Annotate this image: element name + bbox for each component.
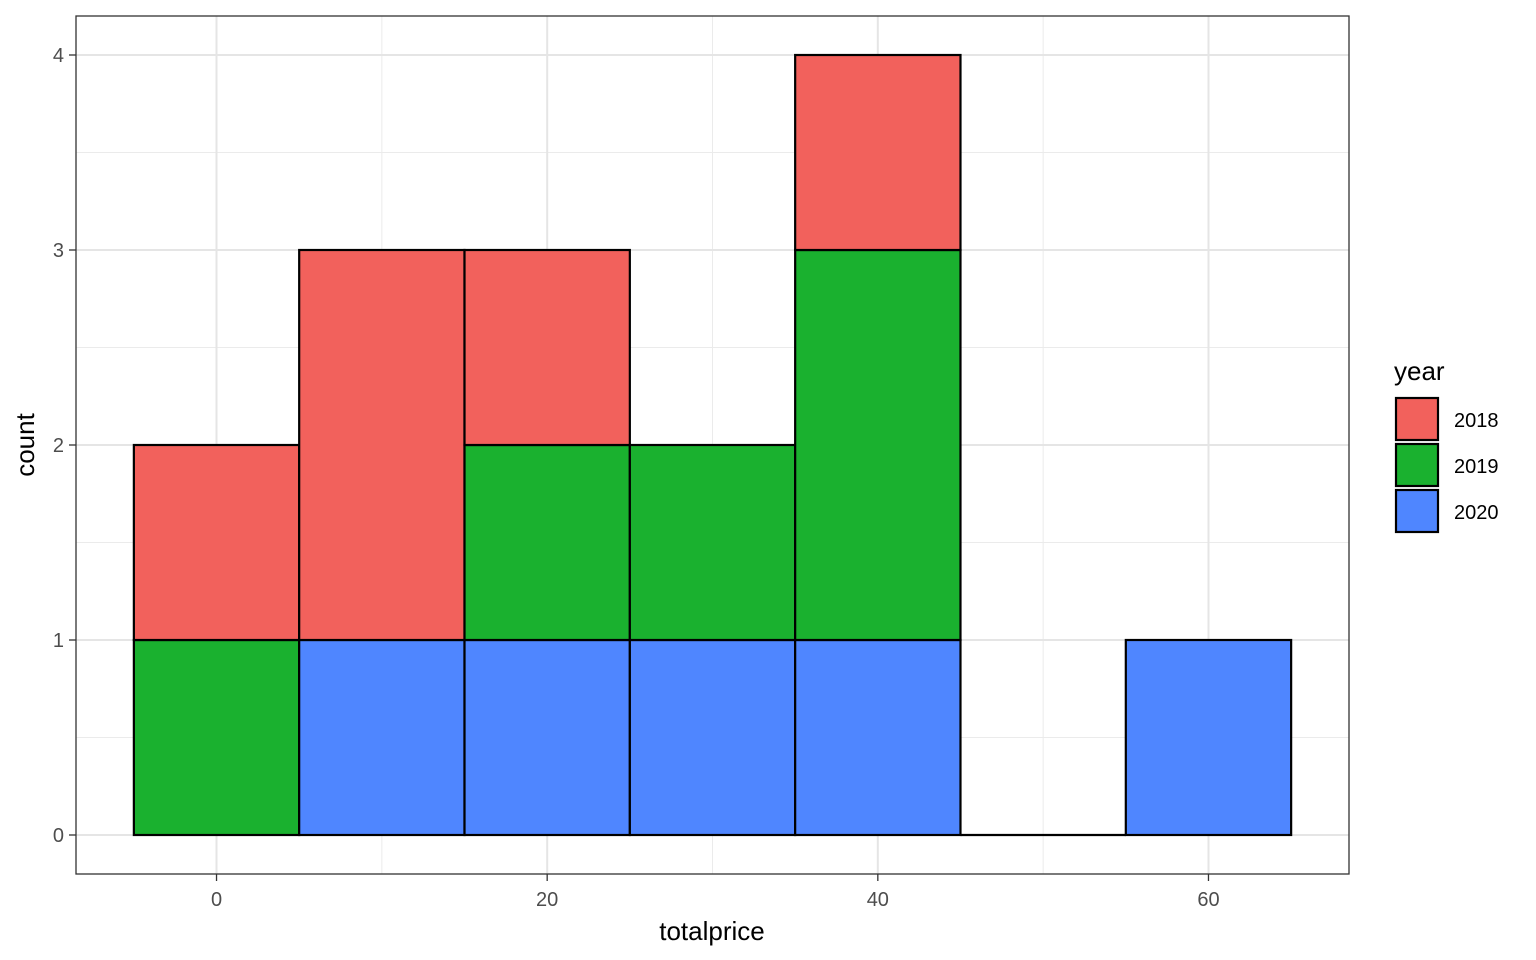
y-tick-label: 4 [53, 45, 64, 67]
bar-segment-2018 [298, 248, 466, 642]
bar-segment-2020 [628, 638, 797, 837]
legend-label-2020: 2020 [1454, 502, 1499, 524]
legend: year 2018 2019 2020 [1394, 356, 1499, 534]
legend-label-2018: 2018 [1454, 410, 1499, 432]
bar-segment-2020 [794, 638, 962, 837]
bar-segment-2018 [132, 443, 301, 642]
x-axis: 0 20 40 60 [211, 874, 1220, 911]
bar-segment-2018 [794, 53, 962, 252]
x-tick-label: 20 [536, 889, 558, 911]
bar-segment-2020 [463, 638, 631, 837]
legend-key-2018 [1394, 396, 1440, 442]
x-tick-label: 0 [211, 889, 222, 911]
bar-segment-2019 [463, 443, 631, 642]
y-tick-label: 1 [53, 630, 64, 652]
legend-title: year [1394, 356, 1445, 386]
y-axis: 0 1 2 3 4 [53, 45, 76, 847]
bars [132, 53, 1293, 837]
y-tick-label: 2 [53, 435, 64, 457]
y-tick-label: 3 [53, 240, 64, 262]
y-tick-label: 0 [53, 825, 64, 847]
bar-segment-2018 [463, 248, 631, 447]
x-tick-label: 60 [1197, 889, 1219, 911]
bar-segment-2019 [132, 638, 301, 837]
bar-segment-2019 [794, 248, 962, 642]
x-tick-label: 40 [867, 889, 889, 911]
x-axis-title: totalprice [659, 916, 765, 946]
bar-segment-2019 [628, 443, 797, 642]
legend-key-2020 [1394, 488, 1440, 534]
legend-label-2019: 2019 [1454, 456, 1499, 478]
bar-segment-2020 [298, 638, 466, 837]
y-axis-title: count [10, 412, 40, 476]
legend-key-2019 [1394, 442, 1440, 488]
bar-segment-2020 [1124, 638, 1293, 837]
